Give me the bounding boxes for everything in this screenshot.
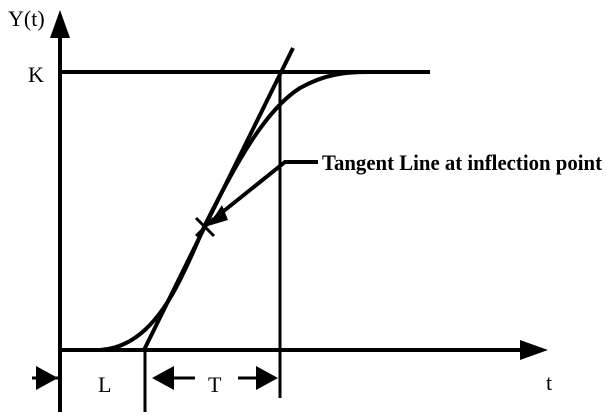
y-axis-arrow	[50, 10, 70, 38]
inflection-mark	[194, 216, 216, 238]
tangent-label: Tangent Line at inflection point	[322, 150, 603, 175]
pointer-arrow	[208, 205, 228, 226]
x-axis-label: t	[546, 370, 552, 395]
k-label: K	[28, 62, 44, 87]
l-arrow-head	[36, 366, 58, 390]
l-label: L	[98, 372, 111, 397]
label-pointer	[213, 160, 318, 220]
x-axis-arrow	[520, 340, 548, 360]
t-arrow-left-head	[152, 366, 174, 390]
t-arrow-right-head	[256, 366, 278, 390]
y-axis-label: Y(t)	[8, 6, 45, 31]
t-interval-label: T	[208, 372, 222, 397]
response-curve	[99, 70, 371, 352]
